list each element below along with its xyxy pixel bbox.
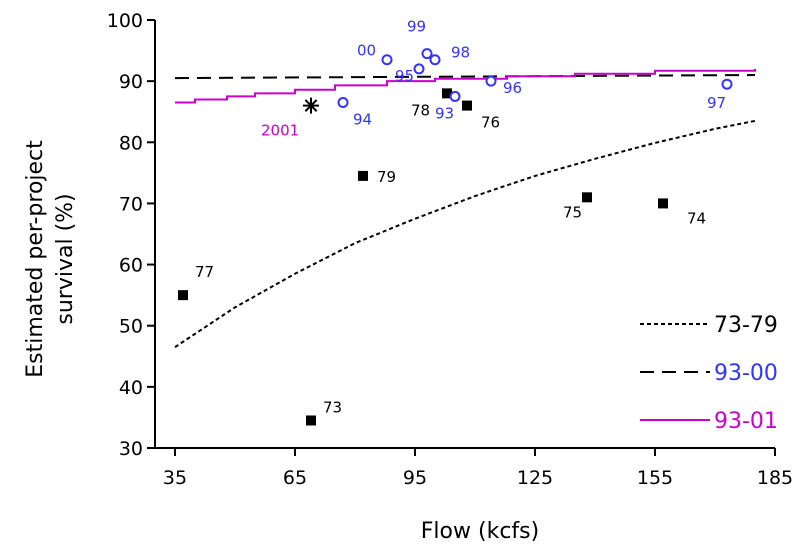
y-axis-title-line2: survival (%) xyxy=(53,193,78,324)
x-axis-title: Flow (kcfs) xyxy=(421,519,539,544)
y-tick-label: 50 xyxy=(119,316,143,338)
marker-76 xyxy=(462,100,472,111)
marker-98 xyxy=(429,54,441,66)
point-label-78: 78 xyxy=(411,101,430,119)
y-tick-label: 90 xyxy=(119,71,143,93)
marker-00 xyxy=(381,54,393,66)
marker-95 xyxy=(413,63,425,75)
point-label-73: 73 xyxy=(323,398,342,416)
marker-78 xyxy=(442,88,452,99)
fit-lines xyxy=(174,68,756,348)
point-label-76: 76 xyxy=(481,114,500,132)
point-label-74: 74 xyxy=(687,209,706,227)
marker-94 xyxy=(337,97,349,109)
x-tick-label: 35 xyxy=(163,467,187,489)
data-points: 73 74 75 76 77 78 79 93 94 95 96 97 98 99 00 2001 xyxy=(178,18,733,426)
x-tick-label: 185 xyxy=(757,467,793,489)
point-label-2001: 2001 xyxy=(261,122,299,140)
point-label-98: 98 xyxy=(451,44,470,62)
y-tick-label: 60 xyxy=(119,255,143,277)
axes: 35 65 95 125 155 185 30 40 50 60 70 80 90 100 xyxy=(107,10,793,489)
point-label-97: 97 xyxy=(707,94,726,112)
marker-79 xyxy=(358,170,368,181)
x-tick-label: 65 xyxy=(283,467,307,489)
marker-75 xyxy=(582,192,592,203)
point-label-77: 77 xyxy=(195,263,214,281)
fit-line-73-79 xyxy=(174,119,756,348)
x-tick-label: 125 xyxy=(517,467,553,489)
y-tick-label: 100 xyxy=(107,10,143,32)
x-tick-label: 155 xyxy=(637,467,673,489)
marker-97 xyxy=(721,78,733,90)
point-label-94: 94 xyxy=(353,111,372,129)
point-label-95: 95 xyxy=(395,67,414,85)
legend-label-93-00: 93-00 xyxy=(714,361,778,386)
fit-line-93-00 xyxy=(174,74,756,80)
marker-93 xyxy=(449,90,461,102)
y-axis-title-line1: Estimated per-project xyxy=(23,140,48,378)
y-tick-label: 70 xyxy=(119,193,143,215)
fit-line-93-01 xyxy=(175,68,756,104)
point-label-75: 75 xyxy=(563,203,582,221)
y-tick-label: 80 xyxy=(119,132,143,154)
marker-73 xyxy=(306,415,316,426)
point-label-96: 96 xyxy=(503,79,522,97)
x-tick-label: 95 xyxy=(403,467,427,489)
point-label-99: 99 xyxy=(407,18,426,36)
legend: 73-79 93-00 93-01 xyxy=(640,313,778,434)
point-label-00: 00 xyxy=(357,42,376,60)
legend-label-93-01: 93-01 xyxy=(714,409,778,434)
marker-96 xyxy=(485,75,497,87)
marker-99 xyxy=(421,48,433,60)
marker-74 xyxy=(658,198,668,209)
legend-label-73-79: 73-79 xyxy=(714,313,778,338)
point-label-93: 93 xyxy=(435,104,454,122)
asterisk-stroke xyxy=(304,99,318,112)
marker-2001 xyxy=(303,97,319,114)
point-label-79: 79 xyxy=(377,168,396,186)
y-tick-label: 40 xyxy=(119,377,143,399)
y-tick-label: 30 xyxy=(119,438,143,460)
marker-77 xyxy=(178,290,188,301)
